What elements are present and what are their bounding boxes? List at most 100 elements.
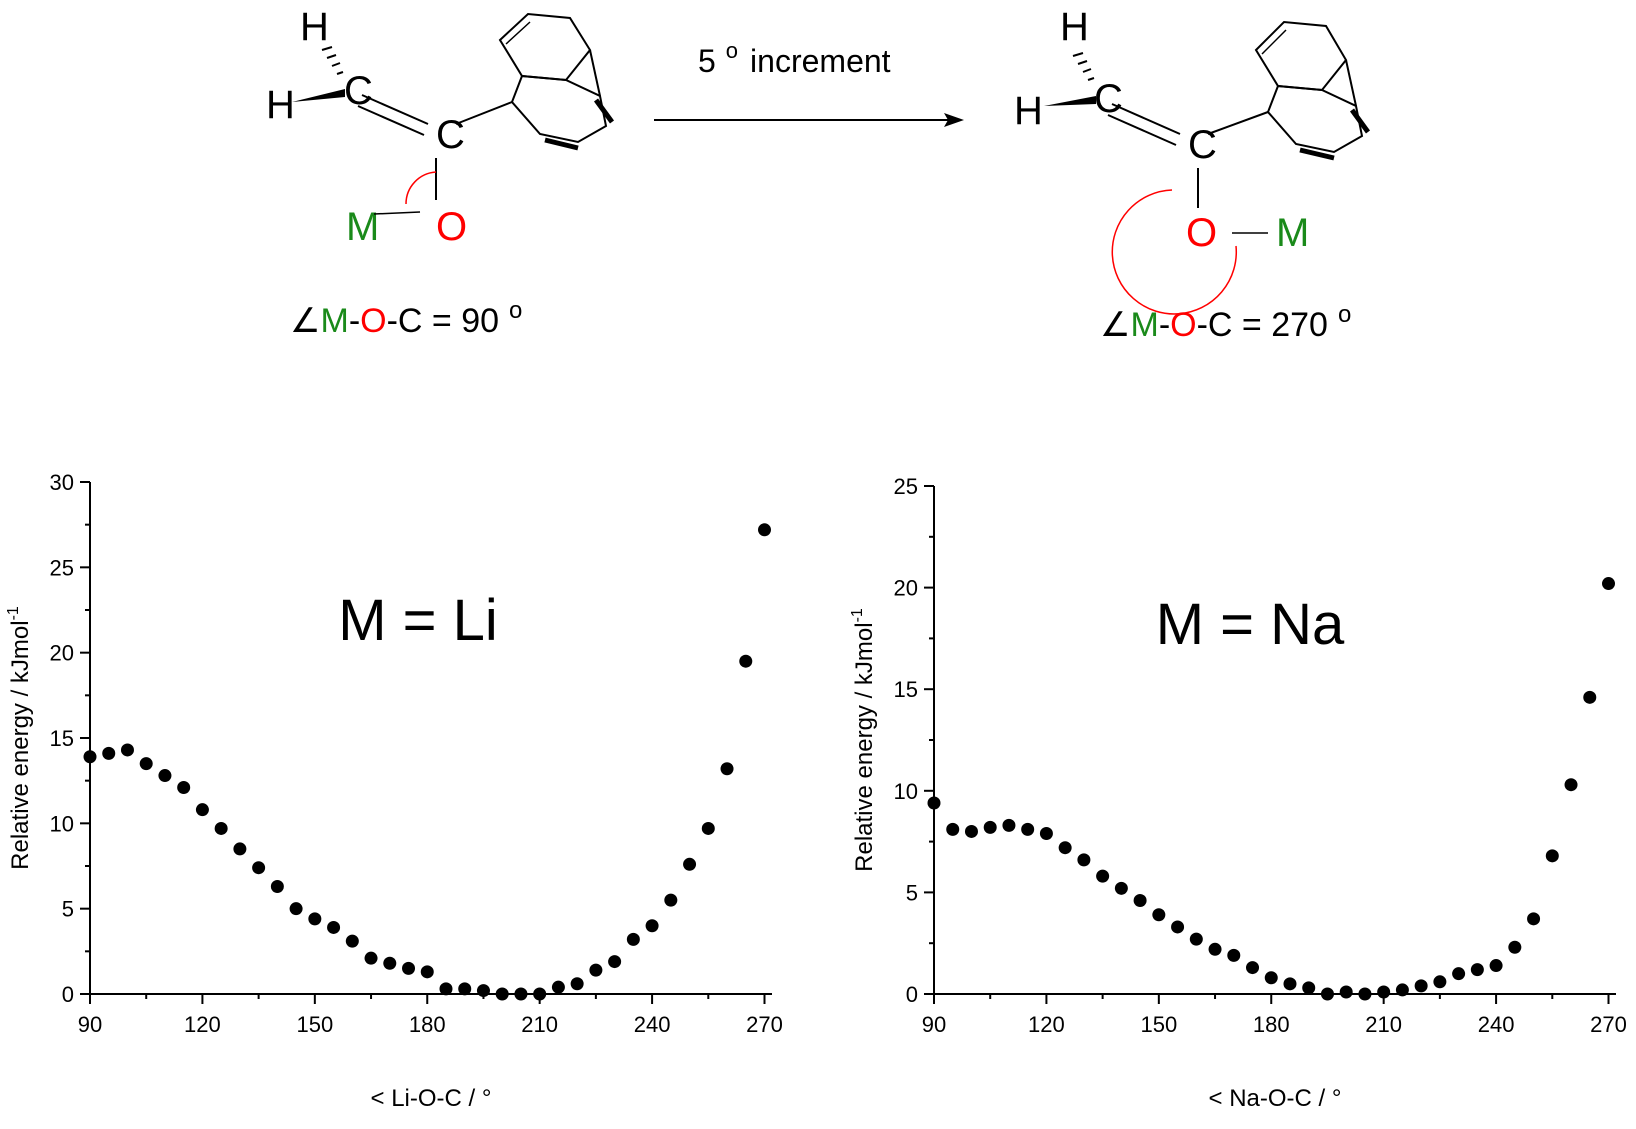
x-tick-label: 90 xyxy=(922,1012,946,1037)
data-point xyxy=(1077,853,1091,867)
right-molecule: H H C C O M ∠M-O-C = 270 o xyxy=(1014,5,1371,344)
data-point xyxy=(1058,841,1072,855)
data-point xyxy=(83,750,97,764)
y-tick-label: 5 xyxy=(62,897,74,922)
data-point xyxy=(252,861,266,875)
data-point xyxy=(1264,971,1278,985)
left-cc-bond-1 xyxy=(361,94,429,125)
data-point xyxy=(1395,983,1409,997)
data-point xyxy=(551,980,565,994)
data-point xyxy=(927,796,941,810)
data-point xyxy=(1320,987,1334,1001)
left-c-center: C xyxy=(436,113,465,157)
x-axis-label: < Na-O-C / ° xyxy=(1209,1085,1342,1112)
right-c-vinyl: C xyxy=(1094,77,1123,121)
left-cc-bond-2 xyxy=(357,105,425,136)
right-c-center: C xyxy=(1188,123,1217,167)
data-point xyxy=(758,523,772,537)
left-o-atom: O xyxy=(436,205,467,249)
y-tick-label: 20 xyxy=(894,576,918,601)
reaction-scheme: H H C C O M xyxy=(266,5,1371,344)
right-wedge-bond xyxy=(1044,96,1096,106)
data-point xyxy=(739,654,753,668)
y-tick-label: 30 xyxy=(50,470,74,495)
left-h-top: H xyxy=(300,5,329,49)
x-tick-label: 90 xyxy=(78,1012,102,1037)
y-axis-label: Relative energy / kJmol-1 xyxy=(5,606,34,870)
data-point xyxy=(946,822,960,836)
data-point xyxy=(701,821,715,835)
y-tick-label: 15 xyxy=(894,677,918,702)
data-point xyxy=(120,743,134,757)
data-point xyxy=(308,912,322,926)
x-tick-label: 270 xyxy=(1590,1012,1627,1037)
data-point xyxy=(626,932,640,946)
x-tick-label: 150 xyxy=(1140,1012,1177,1037)
data-point xyxy=(645,919,659,933)
data-point xyxy=(608,955,622,969)
data-point xyxy=(1114,881,1128,895)
left-hash-bond xyxy=(321,46,344,75)
arrow-label: 5 o increment xyxy=(698,38,891,79)
data-point xyxy=(1189,932,1203,946)
right-o-atom: O xyxy=(1186,211,1217,255)
data-point xyxy=(476,984,490,998)
data-point xyxy=(1302,981,1316,995)
data-point xyxy=(1246,961,1260,975)
data-point xyxy=(1583,690,1597,704)
y-tick-label: 25 xyxy=(50,555,74,580)
right-angle-label: ∠M-O-C = 270 o xyxy=(1100,301,1351,344)
data-point xyxy=(102,746,116,760)
data-point xyxy=(327,920,341,934)
data-point xyxy=(570,977,584,991)
data-point xyxy=(1508,940,1522,954)
data-point xyxy=(214,821,228,835)
data-point xyxy=(983,820,997,834)
data-point xyxy=(1227,948,1241,962)
data-point xyxy=(1433,975,1447,989)
data-point xyxy=(683,857,697,871)
data-point xyxy=(233,842,247,856)
y-tick-label: 5 xyxy=(906,880,918,905)
data-point xyxy=(177,780,191,794)
data-point xyxy=(458,982,472,996)
chart-panel-2: 0 5 10 15 20 25 90 120 150 180 210 240 270 < Na-O-C /… xyxy=(849,474,1627,1112)
data-point xyxy=(1152,908,1166,922)
left-naphthyl xyxy=(498,12,615,151)
data-point xyxy=(1377,985,1391,999)
data-point xyxy=(1564,778,1578,792)
data-point xyxy=(1096,869,1110,883)
left-h-left: H xyxy=(266,83,295,127)
data-point xyxy=(270,879,284,893)
right-hash-bond xyxy=(1072,52,1095,81)
data-point xyxy=(1021,822,1035,836)
left-m-atom: M xyxy=(346,205,379,249)
x-tick-label: 120 xyxy=(1028,1012,1065,1037)
y-tick-label: 25 xyxy=(894,474,918,499)
right-cc-bond-1 xyxy=(1111,103,1181,135)
right-c-aryl-bond xyxy=(1207,111,1269,135)
chart-panel-1: 0 5 10 15 20 25 30 90 120 150 180 210 240 270 < Li-O-C… xyxy=(5,470,783,1112)
x-tick-label: 180 xyxy=(409,1012,446,1037)
left-angle-arc xyxy=(405,171,437,205)
left-c-aryl-bond xyxy=(455,101,513,125)
x-tick-label: 150 xyxy=(296,1012,333,1037)
reaction-arrow: 5 o increment xyxy=(654,38,964,127)
data-point xyxy=(439,982,453,996)
data-point xyxy=(664,893,678,907)
data-point xyxy=(195,803,209,817)
data-point xyxy=(1002,818,1016,832)
data-point xyxy=(1470,963,1484,977)
left-molecule: H H C C O M xyxy=(266,5,615,340)
data-point xyxy=(289,902,303,916)
chart-title: M = Li xyxy=(338,588,498,653)
data-point xyxy=(383,956,397,970)
data-point xyxy=(1414,979,1428,993)
data-point xyxy=(1208,942,1222,956)
x-tick-label: 240 xyxy=(1478,1012,1515,1037)
data-point xyxy=(1171,920,1185,934)
left-wedge-bond xyxy=(292,89,345,102)
y-tick-label: 0 xyxy=(62,982,74,1007)
data-point xyxy=(1489,959,1503,973)
